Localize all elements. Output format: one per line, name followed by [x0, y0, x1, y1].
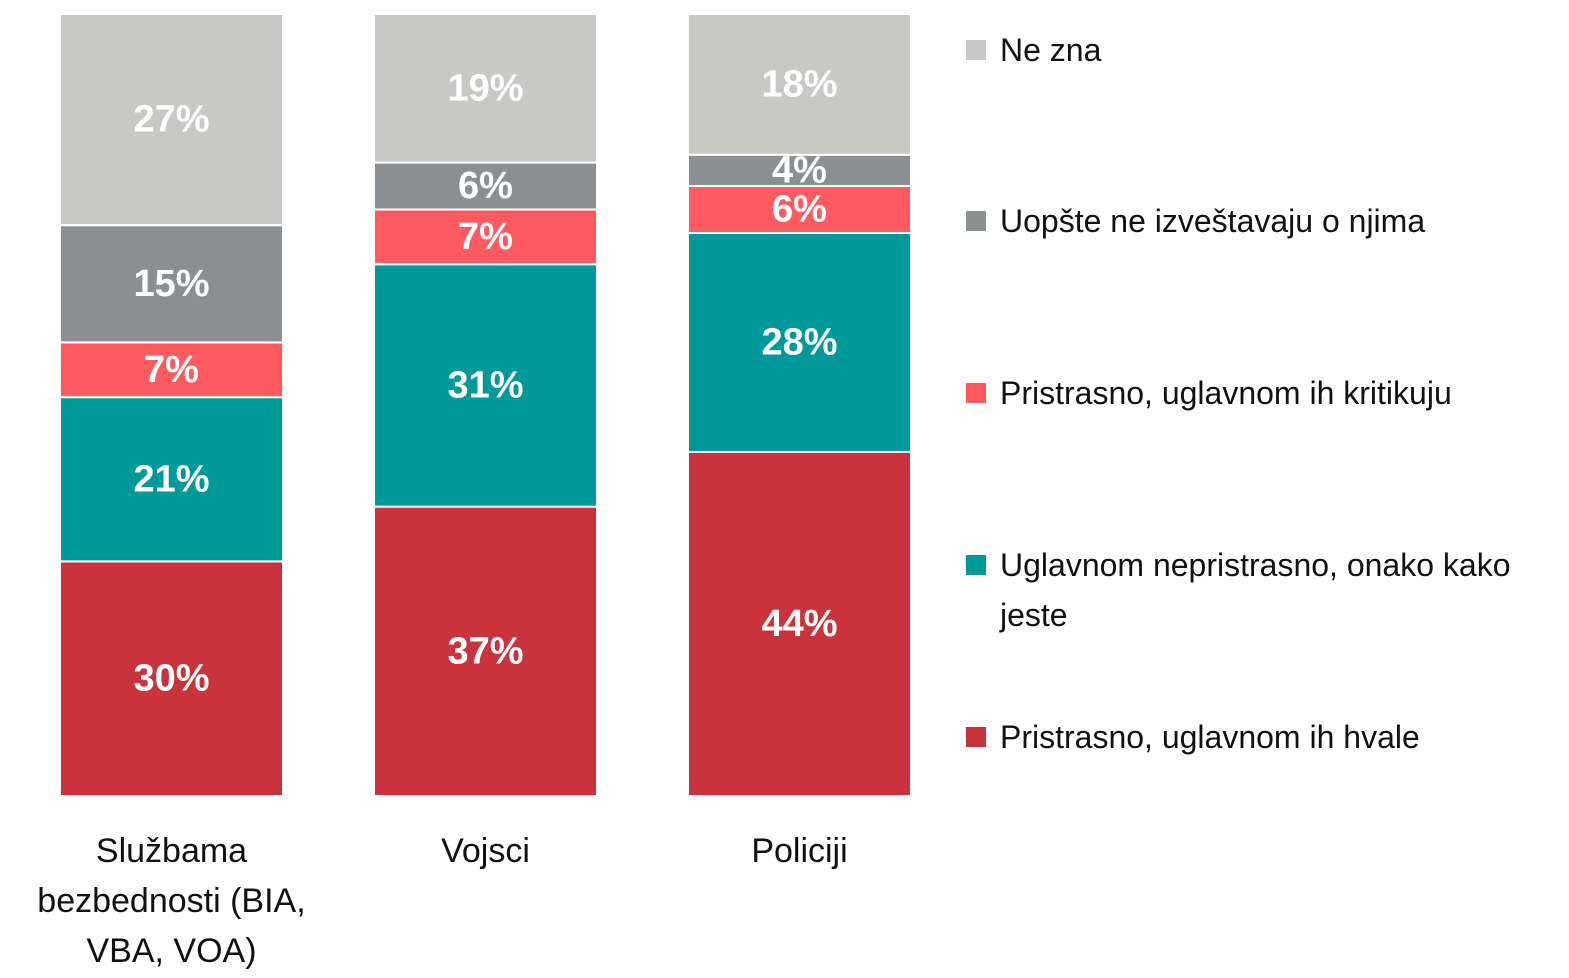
- legend-item: Pristrasno, uglavnom ih hvale: [966, 712, 1556, 762]
- bar-segment: [373, 505, 598, 797]
- value-label: 28%: [761, 321, 837, 363]
- legend-item: Pristrasno, uglavnom ih kritikuju: [966, 368, 1556, 418]
- legend-swatch: [966, 555, 986, 575]
- legend-label: Pristrasno, uglavnom ih hvale: [1000, 719, 1420, 755]
- value-label: 4%: [772, 149, 827, 191]
- bar-segment: [687, 13, 912, 156]
- value-label: 44%: [761, 603, 837, 645]
- value-label: 15%: [133, 263, 209, 305]
- bar-segment: [373, 263, 598, 508]
- value-label: 6%: [772, 189, 827, 231]
- legend-swatch: [966, 211, 986, 231]
- legend-item: Uopšte ne izveštavaju o njima: [966, 196, 1556, 246]
- legend-item: Uglavnom nepristrasno, onako kako jeste: [966, 540, 1556, 640]
- value-label: 6%: [458, 165, 513, 207]
- x-tick-label: Policiji: [751, 832, 848, 870]
- value-label: 37%: [447, 630, 523, 672]
- legend-label: Pristrasno, uglavnom ih kritikuju: [1000, 375, 1452, 411]
- bar-segment: [373, 161, 598, 211]
- value-label: 31%: [447, 364, 523, 406]
- bar-segment: [687, 450, 912, 797]
- legend-label: Uglavnom nepristrasno, onako kako jeste: [1000, 547, 1511, 633]
- legend-label: Ne zna: [1000, 32, 1102, 68]
- bar-segment: [59, 341, 284, 399]
- bar-segment: [59, 224, 284, 344]
- value-label: 19%: [447, 67, 523, 109]
- value-label: 7%: [458, 216, 513, 258]
- value-label: 18%: [761, 63, 837, 105]
- bar-segment: [373, 13, 598, 164]
- legend-swatch: [966, 727, 986, 747]
- bar-segment: [59, 13, 284, 227]
- legend-swatch: [966, 383, 986, 403]
- value-label: 7%: [144, 349, 199, 391]
- bar-segment: [687, 231, 912, 453]
- value-label: 30%: [133, 658, 209, 700]
- legend-item: Ne zna: [966, 25, 1556, 75]
- bar-segment: [373, 208, 598, 266]
- legend-label: Uopšte ne izveštavaju o njima: [1000, 203, 1426, 239]
- value-label: 21%: [133, 458, 209, 500]
- value-label: 27%: [133, 99, 209, 141]
- bar-segment: [59, 560, 284, 798]
- x-tick-label: Službama bezbednosti (BIA, VBA, VOA): [37, 832, 306, 970]
- legend-swatch: [966, 40, 986, 60]
- x-tick-label: Vojsci: [441, 832, 530, 870]
